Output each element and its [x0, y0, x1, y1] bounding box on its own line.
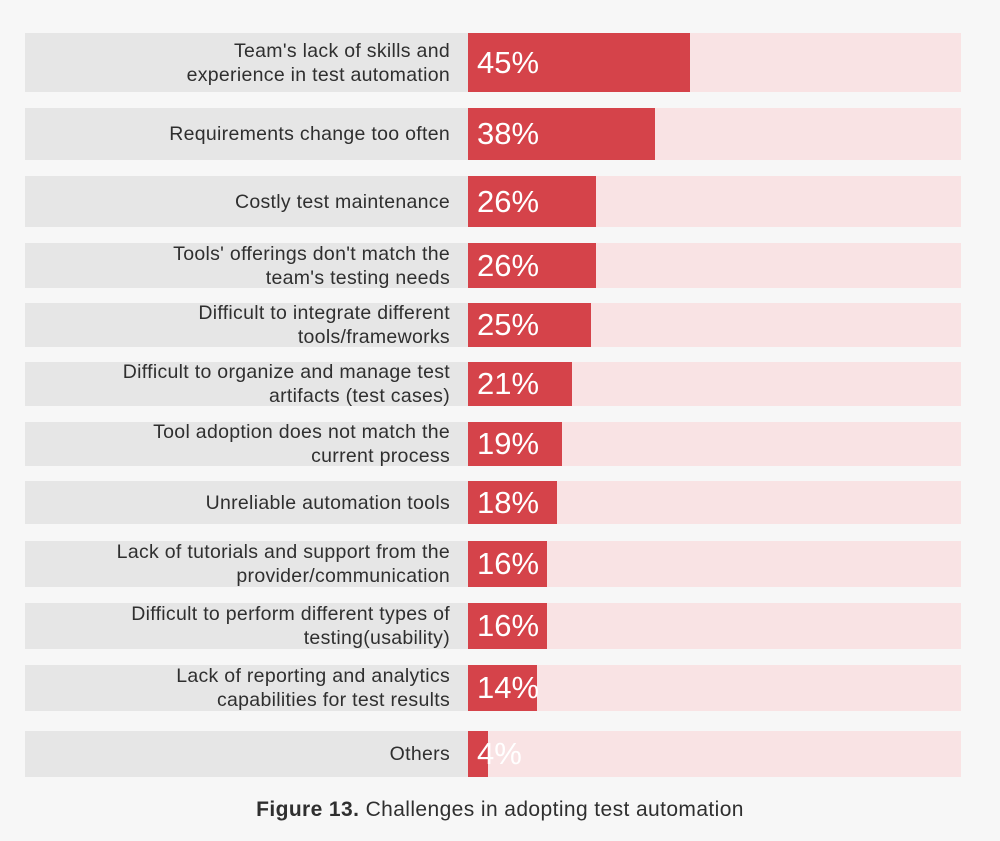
bar-row: Difficult to organize and manage test ar… [25, 361, 961, 407]
value-label: 18% [477, 484, 540, 520]
category-label-cell: Difficult to perform different types of … [25, 603, 468, 649]
category-label-cell: Lack of reporting and analytics capabili… [25, 665, 468, 711]
category-label-cell: Tool adoption does not match the current… [25, 421, 468, 467]
bar-track: 26% [468, 176, 961, 227]
bar-row: Others 4% [25, 731, 961, 777]
bar-track: 14% [468, 665, 961, 711]
category-label-cell: Costly test maintenance [25, 176, 468, 227]
category-label: Requirements change too often [169, 123, 450, 145]
bar-chart: Team's lack of skills and experience in … [25, 33, 961, 777]
category-label-cell: Team's lack of skills and experience in … [25, 33, 468, 92]
category-label-cell: Difficult to organize and manage test ar… [25, 361, 468, 407]
bar-track: 38% [468, 108, 961, 160]
value-label: 38% [477, 116, 540, 151]
category-label: Difficult to perform different types of … [131, 603, 450, 649]
figure-caption-text: Challenges in adopting test automation [365, 798, 744, 821]
bar [468, 665, 538, 711]
figure-caption: Figure 13. Challenges in adopting test a… [0, 798, 1000, 822]
bar-row: Difficult to integrate different tools/f… [25, 302, 961, 348]
bar [468, 33, 690, 92]
bar-track: 4% [468, 731, 961, 777]
bar [468, 603, 547, 649]
value-label: 26% [477, 247, 540, 283]
category-label-cell: Lack of tutorials and support from the p… [25, 541, 468, 587]
bar-row: Costly test maintenance 26% [25, 176, 961, 227]
bar [468, 303, 592, 347]
bar-track: 25% [468, 303, 961, 347]
bar [468, 108, 656, 160]
category-label-cell: Requirements change too often [25, 108, 468, 160]
bar-row: Lack of tutorials and support from the p… [25, 541, 961, 587]
figure-number: Figure 13. [256, 798, 360, 821]
value-label: 14% [477, 670, 540, 705]
bar-track: 16% [468, 603, 961, 649]
value-label: 16% [477, 546, 540, 581]
category-label: Lack of tutorials and support from the p… [116, 541, 450, 587]
bar-track: 45% [468, 33, 961, 92]
category-label-cell: Difficult to integrate different tools/f… [25, 302, 468, 348]
bar-row: Tool adoption does not match the current… [25, 421, 961, 467]
category-label: Lack of reporting and analytics capabili… [176, 665, 450, 711]
bar-track: 18% [468, 481, 961, 524]
bar [468, 731, 488, 777]
bar-row: Difficult to perform different types of … [25, 603, 961, 649]
bar-row: Tools' offerings don't match the team's … [25, 242, 961, 289]
bar [468, 243, 597, 288]
category-label: Difficult to integrate different tools/f… [198, 302, 450, 348]
category-label-cell: Tools' offerings don't match the team's … [25, 242, 468, 289]
bar-track: 21% [468, 362, 961, 406]
category-label-cell: Others [25, 731, 468, 777]
value-label: 26% [477, 183, 540, 219]
category-label: Team's lack of skills and experience in … [186, 39, 450, 86]
bar-track: 16% [468, 541, 961, 587]
category-label: Tool adoption does not match the current… [153, 421, 450, 467]
bar [468, 176, 597, 227]
category-label: Costly test maintenance [234, 190, 450, 213]
value-label: 19% [477, 426, 540, 461]
bar-track: 19% [468, 422, 961, 466]
bar-row: Team's lack of skills and experience in … [25, 33, 961, 92]
bar-row: Requirements change too often 38% [25, 108, 961, 160]
category-label: Tools' offerings don't match the team's … [173, 242, 450, 289]
bar [468, 541, 547, 587]
category-label: Others [389, 743, 450, 765]
value-label: 25% [477, 307, 540, 342]
category-label-cell: Unreliable automation tools [25, 481, 468, 524]
bar [468, 422, 562, 466]
category-label: Unreliable automation tools [205, 491, 450, 514]
value-label: 21% [477, 366, 540, 401]
value-label: 4% [477, 736, 522, 771]
bar-row: Unreliable automation tools 18% [25, 481, 961, 524]
value-label: 45% [477, 44, 540, 80]
bar [468, 481, 557, 524]
bar-row: Lack of reporting and analytics capabili… [25, 665, 961, 711]
bar [468, 362, 572, 406]
category-label: Difficult to organize and manage test ar… [122, 361, 450, 407]
bar-track: 26% [468, 243, 961, 288]
value-label: 16% [477, 608, 540, 643]
